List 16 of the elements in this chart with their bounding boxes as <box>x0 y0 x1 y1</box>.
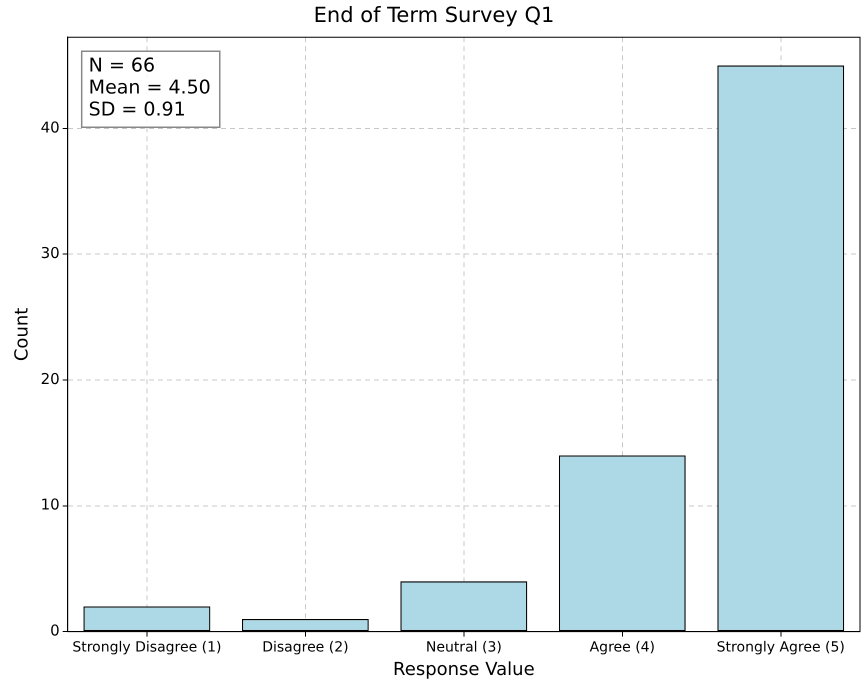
y-tick-label: 10 <box>40 496 60 514</box>
y-tick-label: 20 <box>40 370 60 388</box>
x-tick-label: Disagree (2) <box>262 640 349 656</box>
x-tick-label: Strongly Agree (5) <box>716 640 845 656</box>
annotation: SD = 0.91 <box>88 98 186 121</box>
annotation: N = 66 <box>88 54 156 77</box>
annotation: Mean = 4.50 <box>88 76 211 99</box>
x-tick-label: Strongly Disagree (1) <box>72 640 222 656</box>
y-tick-label: 30 <box>40 244 60 262</box>
chart-title: End of Term Survey Q1 <box>314 3 554 28</box>
x-tick-label: Neutral (3) <box>426 640 502 656</box>
y-tick-label: 0 <box>50 621 60 640</box>
y-axis-title: Count <box>11 308 32 362</box>
y-tick-label: 40 <box>40 118 60 136</box>
x-tick-label: Agree (4) <box>590 640 656 656</box>
x-axis-title: Response Value <box>393 658 535 680</box>
